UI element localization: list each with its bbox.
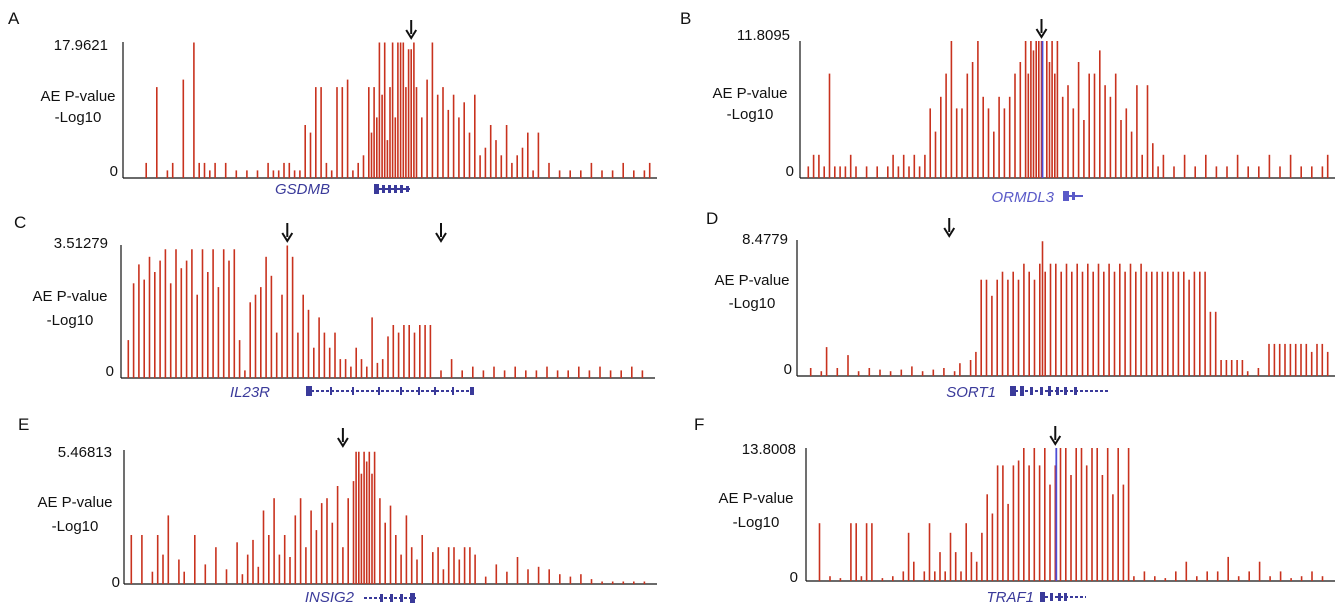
panel-F: F 13.8008 AE P-value -Log10 0 TRAF1 (694, 415, 1335, 605)
gene-model (1010, 386, 1110, 396)
y-axis-label-line2: -Log10 (729, 295, 776, 312)
variant-arrow-icon (943, 218, 956, 238)
panel-B: B 11.8095 AE P-value -Log10 0 ORMDL3 (680, 9, 1335, 206)
y-axis-label-line2: -Log10 (47, 312, 94, 329)
gene-name: SORT1 (946, 384, 996, 401)
panel-label: D (706, 209, 718, 228)
panel-E: E 5.46813 AE P-value -Log10 0 INSIG2 (18, 415, 657, 605)
y-axis-label-line2: -Log10 (55, 109, 102, 126)
y-zero-label: 0 (790, 569, 798, 586)
gene-name: INSIG2 (305, 589, 355, 605)
y-max-label: 5.46813 (58, 444, 112, 461)
gene-name: IL23R (230, 384, 270, 401)
y-axis-label-line2: -Log10 (727, 106, 774, 123)
y-zero-label: 0 (106, 363, 114, 380)
arrows (405, 20, 418, 40)
y-zero-label: 0 (786, 163, 794, 180)
y-axis-label-line2: -Log10 (733, 514, 780, 531)
y-axis-label-line1: AE P-value (718, 490, 793, 507)
bars (818, 448, 1324, 581)
arrows (1035, 19, 1048, 39)
y-max-label: 3.51279 (54, 235, 108, 252)
y-max-label: 17.9621 (54, 37, 108, 54)
gene-model (1063, 191, 1083, 201)
panel-C: C 3.51279 AE P-value -Log10 0 IL23R (14, 213, 655, 401)
arrows (943, 218, 956, 238)
y-axis-label-line1: AE P-value (712, 85, 787, 102)
panel-D: D 8.4779 AE P-value -Log10 0 SORT1 (706, 209, 1335, 401)
gene-model (1040, 592, 1086, 602)
panel-label: A (8, 9, 20, 28)
arrows (337, 428, 349, 448)
panel-label: E (18, 415, 29, 434)
y-axis-label-line2: -Log10 (52, 518, 99, 535)
gene-name: TRAF1 (986, 589, 1034, 605)
gene-model (364, 593, 416, 603)
gene-model (374, 184, 410, 194)
gene-name: ORMDL3 (991, 189, 1054, 206)
gene-model (306, 386, 474, 396)
variant-arrow-icon (281, 223, 294, 243)
arrows (1049, 426, 1062, 446)
variant-arrow-icon (405, 20, 418, 40)
variant-arrow-icon (435, 223, 447, 243)
y-zero-label: 0 (784, 361, 792, 378)
y-max-label: 8.4779 (742, 231, 788, 248)
panel-A: A 17.9621 AE P-value -Log10 0 GSDMB (8, 9, 657, 198)
arrows (281, 223, 447, 243)
y-axis-label-line1: AE P-value (714, 272, 789, 289)
bars (127, 245, 644, 378)
y-axis-label-line1: AE P-value (37, 494, 112, 511)
variant-arrow-icon (1049, 426, 1062, 446)
panel-label: C (14, 213, 26, 232)
y-max-label: 11.8095 (737, 27, 790, 44)
y-zero-label: 0 (112, 574, 120, 591)
y-axis-label-line1: AE P-value (32, 288, 107, 305)
y-zero-label: 0 (110, 163, 118, 180)
bars (130, 451, 646, 584)
variant-arrow-icon (337, 428, 349, 448)
panel-label: F (694, 415, 704, 434)
gene-name: GSDMB (275, 181, 330, 198)
y-axis-label-line1: AE P-value (40, 88, 115, 105)
bars (809, 241, 1329, 376)
bars (807, 41, 1329, 178)
y-max-label: 13.8008 (742, 441, 796, 458)
bars (145, 42, 651, 178)
variant-arrow-icon (1035, 19, 1048, 39)
panel-label: B (680, 9, 691, 28)
